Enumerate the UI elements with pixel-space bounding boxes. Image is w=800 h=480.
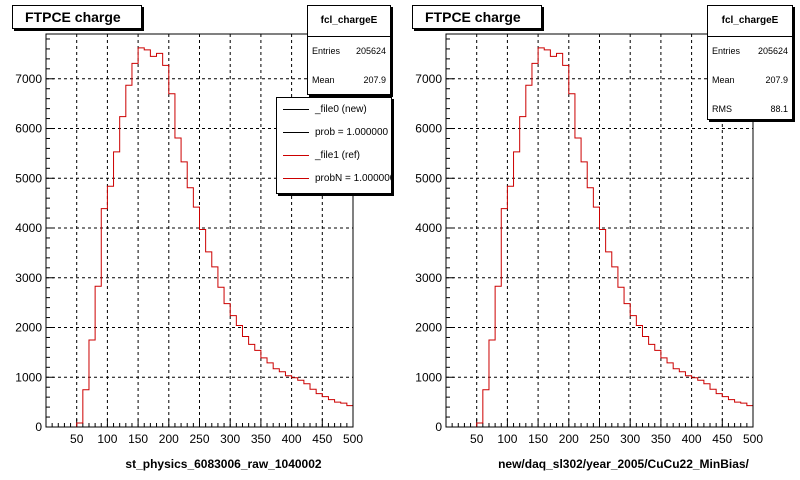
histogram-series [446,47,753,428]
x-tick-label: 500 [343,432,363,446]
y-tick-label: 6000 [415,122,442,136]
x-tick-label: 300 [220,432,240,446]
right-stats-entries-label: Entries [712,46,741,56]
y-tick-label: 2000 [415,321,442,335]
legend-label: _file1 (ref) [315,150,361,161]
left-stats-name: fcl_chargeE [308,6,390,37]
right-stats-name: fcl_chargeE [708,6,792,37]
right-stats-mean-value: 207.9 [765,75,788,85]
y-tick-label: 0 [435,420,442,434]
legend-entry: prob = 1.000000 [277,121,391,144]
y-tick-label: 7000 [15,72,42,86]
x-tick-label: 450 [312,432,332,446]
left-stats-entries-row: Entries 205624 [308,37,390,66]
left-stats-entries-value: 205624 [355,46,386,56]
x-tick-label: 150 [528,432,548,446]
left-stats-mean-value: 207.9 [363,75,386,85]
right-stats-box: fcl_chargeE Entries 205624 Mean 207.9 RM… [707,5,793,120]
x-tick-label: 50 [470,432,484,446]
x-tick-label: 200 [559,432,579,446]
legend-entry: probN = 1.000000 [277,167,391,190]
y-tick-label: 7000 [415,72,442,86]
left-stats-entries-label: Entries [312,46,341,56]
left-stats-box: fcl_chargeE Entries 205624 Mean 207.9 [307,5,391,95]
x-tick-label: 350 [251,432,271,446]
left-stats-mean-row: Mean 207.9 [308,66,390,95]
legend-label: _file0 (new) [315,104,367,115]
x-tick-label: 500 [743,432,763,446]
plot-frame [445,33,754,428]
x-tick-label: 350 [651,432,671,446]
plot-frame [45,33,354,428]
x-tick-label: 400 [282,432,302,446]
right-stats-mean-label: Mean [712,75,735,85]
legend-swatch [283,155,309,156]
right-stats-rms-value: 88.1 [770,104,788,114]
y-tick-label: 3000 [15,271,42,285]
right-stats-mean-row: Mean 207.9 [708,66,792,95]
y-tick-label: 0 [35,420,42,434]
left-x-axis-title: st_physics_6083006_raw_1040002 [125,457,322,471]
right-stats-rms-row: RMS 88.1 [708,95,792,124]
legend-label: prob = 1.000000 [315,127,389,138]
x-tick-label: 50 [70,432,84,446]
x-tick-label: 150 [128,432,148,446]
histogram-series [46,47,353,428]
y-tick-label: 5000 [15,171,42,185]
y-tick-label: 3000 [415,271,442,285]
x-tick-label: 400 [682,432,702,446]
left-stats-mean-label: Mean [312,75,335,85]
right-x-axis-title: new/daq_sl302/year_2005/CuCu22_MinBias/ [498,457,749,471]
x-tick-label: 200 [159,432,179,446]
y-tick-label: 2000 [15,321,42,335]
right-stats-entries-row: Entries 205624 [708,37,792,66]
left-chart-title: FTPCE charge [12,5,142,29]
y-tick-label: 1000 [15,370,42,384]
legend-swatch [283,109,309,110]
y-tick-label: 6000 [15,122,42,136]
legend-swatch [283,178,309,179]
y-tick-label: 4000 [415,221,442,235]
x-tick-label: 250 [189,432,209,446]
right-stats-entries-value: 205624 [757,46,788,56]
legend-entry: _file0 (new) [277,98,391,121]
y-tick-label: 4000 [15,221,42,235]
right-plot: 50 100 150 200 250 300 350 400 450 50001000200030… [415,33,763,446]
x-tick-label: 300 [620,432,640,446]
x-tick-label: 450 [712,432,732,446]
legend-swatch [283,132,309,133]
y-tick-label: 5000 [415,171,442,185]
legend-label: probN = 1.000000 [315,173,392,184]
legend-entry: _file1 (ref) [277,144,391,167]
x-tick-label: 250 [589,432,609,446]
left-plot: 50 100 150 200 250 300 350 400 450 50001000200030… [15,33,363,446]
x-tick-label: 100 [97,432,117,446]
left-legend: _file0 (new) prob = 1.000000 _file1 (ref… [276,97,392,194]
y-tick-label: 1000 [415,370,442,384]
right-stats-rms-label: RMS [712,104,732,114]
x-tick-label: 100 [497,432,517,446]
right-chart-title: FTPCE charge [412,5,542,29]
